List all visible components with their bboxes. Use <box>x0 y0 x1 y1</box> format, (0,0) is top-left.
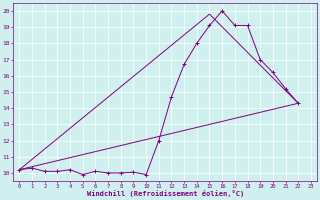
X-axis label: Windchill (Refroidissement éolien,°C): Windchill (Refroidissement éolien,°C) <box>86 190 244 197</box>
